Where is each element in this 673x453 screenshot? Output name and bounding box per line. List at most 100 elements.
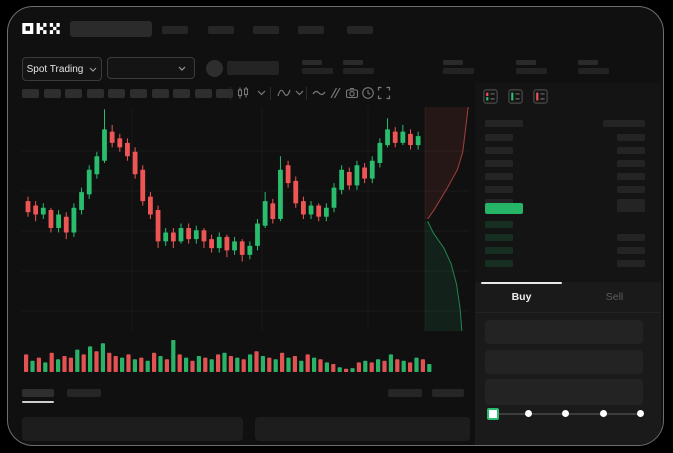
volume-bars-canvas	[24, 340, 432, 372]
timeframe-button[interactable]	[151, 89, 169, 98]
amount-placeholder	[617, 205, 645, 212]
amount-placeholder	[617, 160, 645, 167]
nav-item[interactable]	[298, 26, 324, 34]
fullscreen-icon[interactable]	[377, 86, 391, 100]
bid-row[interactable]	[485, 234, 645, 241]
total-input[interactable]	[485, 379, 643, 405]
price-placeholder	[485, 147, 513, 154]
toolbar-divider	[270, 87, 271, 100]
pair-selector[interactable]	[107, 57, 195, 79]
bid-row[interactable]	[485, 247, 645, 254]
amount-placeholder	[617, 173, 645, 180]
stat-label-placeholder	[443, 60, 463, 65]
bottom-action-slot[interactable]	[432, 389, 464, 397]
history-table-placeholder	[255, 417, 470, 441]
price-placeholder	[485, 234, 513, 241]
parallel-channel-icon[interactable]	[328, 86, 342, 100]
stat-group	[343, 60, 375, 75]
trade-panel: Buy Sell	[475, 282, 661, 445]
orders-table-placeholder	[22, 417, 243, 441]
timeframe-button[interactable]	[43, 89, 61, 98]
slider-stop[interactable]	[524, 410, 532, 417]
ask-row[interactable]	[485, 205, 645, 212]
amount-placeholder	[617, 260, 645, 267]
orderbook-view-combined-icon[interactable]	[483, 89, 498, 104]
ask-row[interactable]	[485, 199, 645, 206]
slider-stop[interactable]	[562, 410, 569, 417]
camera-icon[interactable]	[345, 86, 359, 100]
price-chart[interactable]	[22, 107, 470, 331]
orderbook-view-bids-icon[interactable]	[508, 89, 523, 104]
indicators-icon[interactable]	[277, 86, 291, 100]
amount-placeholder	[617, 147, 645, 154]
timeframe-button[interactable]	[86, 89, 104, 98]
bottom-tab[interactable]	[67, 389, 101, 397]
ask-row[interactable]	[485, 147, 645, 154]
bid-row[interactable]	[485, 260, 645, 267]
candlestick-chart-canvas	[22, 107, 470, 331]
slider-handle[interactable]	[487, 408, 499, 420]
tab-sell-label: Sell	[605, 291, 624, 303]
order-book	[475, 83, 661, 282]
amount-placeholder	[617, 199, 645, 206]
timeframe-button[interactable]	[108, 89, 126, 98]
nav-item[interactable]	[208, 26, 234, 34]
price-placeholder	[485, 221, 513, 228]
candlestick-style-icon[interactable]	[236, 86, 250, 100]
okx-logo[interactable]	[22, 23, 60, 34]
orderbook-view-asks-icon[interactable]	[533, 89, 548, 104]
stat-group	[516, 60, 548, 75]
nav-item[interactable]	[162, 26, 188, 34]
timeframe-button[interactable]	[173, 89, 191, 98]
stat-value-placeholder	[516, 68, 547, 74]
price-placeholder	[485, 134, 513, 141]
app-window: Spot Trading	[7, 6, 664, 446]
timeframe-button[interactable]	[65, 89, 83, 98]
trade-tabs: Buy Sell	[475, 282, 661, 313]
price-placeholder	[485, 260, 513, 267]
amount-input[interactable]	[485, 350, 643, 374]
tab-buy[interactable]: Buy	[475, 282, 568, 312]
price-input[interactable]	[485, 320, 643, 344]
chevron-down-icon	[178, 66, 186, 71]
order-book-header[interactable]	[485, 120, 645, 127]
stat-label-placeholder	[302, 60, 322, 65]
stat-label-placeholder	[578, 60, 598, 65]
price-placeholder	[485, 199, 513, 206]
stat-label-placeholder	[516, 60, 536, 65]
ask-row[interactable]	[485, 134, 645, 141]
market-type-selector[interactable]: Spot Trading	[22, 57, 102, 81]
timeframe-button[interactable]	[194, 89, 212, 98]
price-placeholder	[485, 120, 523, 127]
clock-icon[interactable]	[361, 86, 375, 100]
trendline-icon[interactable]	[312, 86, 326, 100]
amount-placeholder	[617, 186, 645, 193]
timeframe-button[interactable]	[216, 89, 234, 98]
bottom-tab-active[interactable]	[22, 389, 54, 397]
timeframe-button[interactable]	[130, 89, 147, 98]
price-placeholder	[227, 61, 279, 75]
nav-item[interactable]	[347, 26, 373, 34]
price-placeholder	[485, 247, 513, 254]
chevron-down-icon[interactable]	[257, 90, 266, 96]
timeframe-button[interactable]	[22, 89, 39, 98]
ask-row[interactable]	[485, 160, 645, 167]
amount-placeholder	[617, 247, 645, 254]
ask-row[interactable]	[485, 173, 645, 180]
nav-item[interactable]	[253, 26, 279, 34]
tab-sell[interactable]: Sell	[568, 282, 661, 312]
slider-stop[interactable]	[599, 410, 607, 417]
bid-row[interactable]	[485, 221, 645, 228]
bottom-action-slot[interactable]	[388, 389, 422, 397]
slider-stop[interactable]	[637, 410, 644, 417]
chevron-down-icon[interactable]	[295, 90, 304, 96]
tab-buy-label: Buy	[511, 291, 532, 303]
volume-panel	[22, 336, 470, 374]
toolbar-divider	[306, 87, 307, 100]
price-placeholder	[485, 186, 513, 193]
stat-label-placeholder	[343, 60, 363, 65]
market-type-label: Spot Trading	[26, 63, 84, 75]
stat-value-placeholder	[443, 68, 474, 74]
ask-row[interactable]	[485, 186, 645, 193]
active-tab-underline	[22, 401, 54, 403]
